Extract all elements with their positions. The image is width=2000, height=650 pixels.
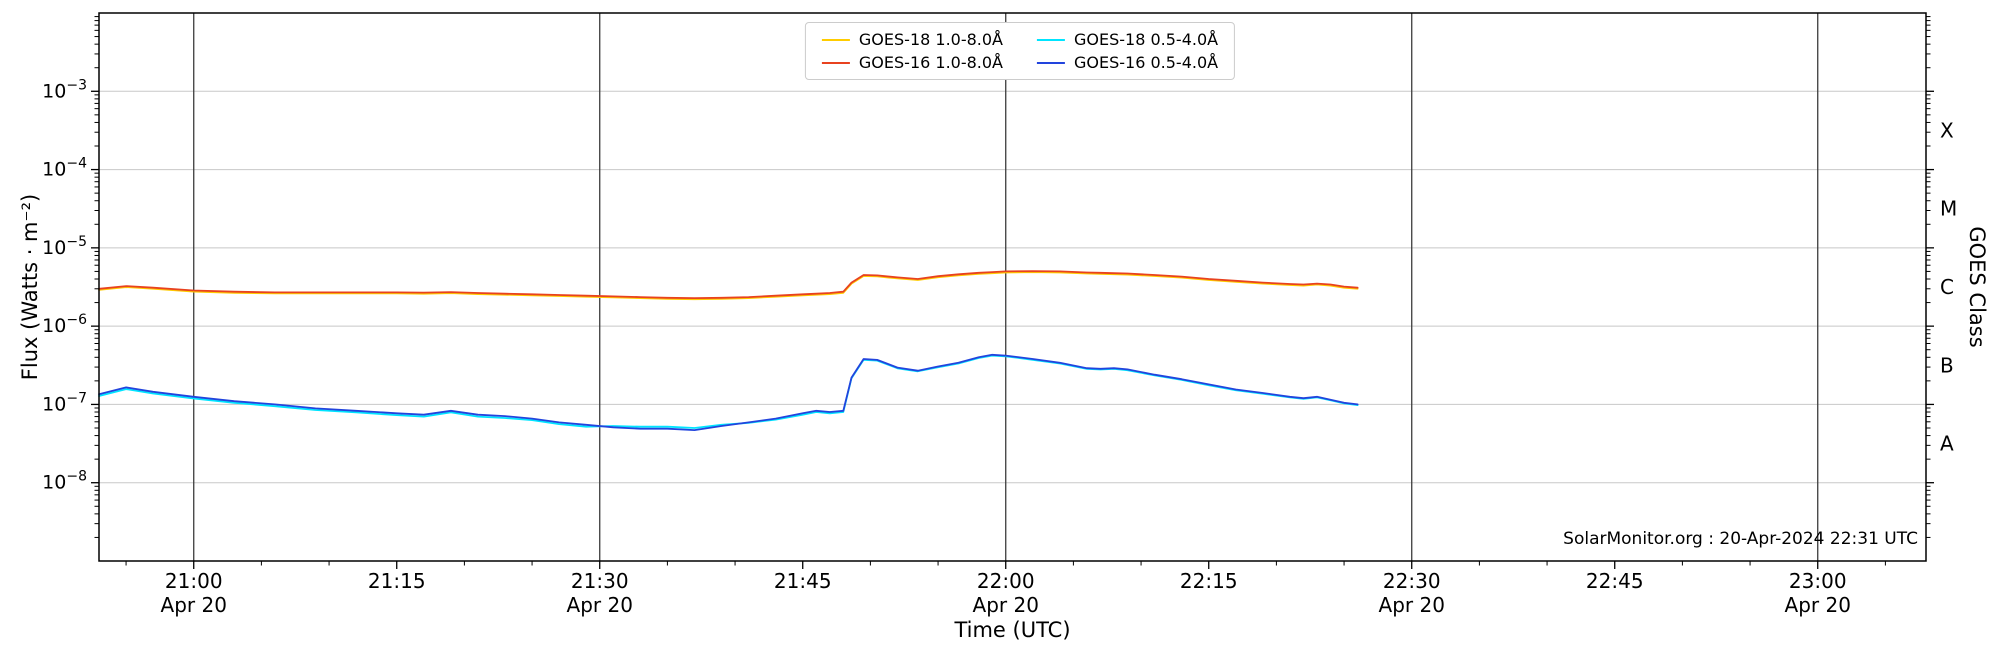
- x-tick-label: 21:15: [368, 569, 426, 593]
- series-goes-18-0-5-4-0-: [98, 354, 1359, 429]
- legend-item: GOES-18 0.5-4.0Å: [1037, 30, 1218, 49]
- legend-item: GOES-18 1.0-8.0Å: [821, 30, 1003, 49]
- legend-label: GOES-18 0.5-4.0Å: [1074, 30, 1219, 49]
- x-tick-label: 21:00: [165, 569, 223, 593]
- x-tick-sublabel: Apr 20: [973, 593, 1039, 617]
- goes-class-tick-label: A: [1940, 432, 1954, 456]
- y-tick-label: 10−4: [42, 156, 87, 181]
- y-tick-label: 10−5: [42, 234, 87, 259]
- goes-class-tick-label: B: [1940, 353, 1954, 377]
- legend-line-swatch: [1037, 61, 1065, 64]
- right-axis-label: GOES Class: [1965, 226, 1989, 348]
- watermark-text: SolarMonitor.org : 20-Apr-2024 22:31 UTC: [1563, 529, 1918, 549]
- y-tick-label: 10−8: [42, 469, 87, 494]
- legend-label: GOES-16 0.5-4.0Å: [1074, 53, 1219, 72]
- x-tick-sublabel: Apr 20: [1785, 593, 1851, 617]
- goes-class-tick-label: M: [1940, 197, 1957, 221]
- x-tick-sublabel: Apr 20: [161, 593, 227, 617]
- legend: GOES-18 1.0-8.0Å GOES-16 1.0-8.0Å GOES-18 …: [804, 22, 1236, 80]
- y-tick-label: 10−6: [42, 312, 87, 337]
- legend-label: GOES-18 1.0-8.0Å: [858, 30, 1003, 49]
- x-tick-label: 23:00: [1789, 569, 1847, 593]
- x-tick-label: 21:45: [774, 569, 832, 593]
- goes-class-tick-label: X: [1940, 118, 1954, 142]
- legend-item: GOES-16 0.5-4.0Å: [1037, 53, 1218, 72]
- goes-class-tick-label: C: [1940, 275, 1954, 299]
- series-goes-16-0-5-4-0-: [98, 353, 1359, 432]
- legend-line-swatch: [1037, 38, 1065, 41]
- x-tick-sublabel: Apr 20: [567, 593, 633, 617]
- legend-label: GOES-16 1.0-8.0Å: [858, 53, 1003, 72]
- series-goes-16-1-0-8-0-: [98, 270, 1359, 300]
- y-tick-label: 10−7: [42, 390, 87, 415]
- x-tick-label: 22:30: [1383, 569, 1441, 593]
- x-tick-label: 22:45: [1586, 569, 1644, 593]
- plot-border: [98, 12, 1927, 562]
- x-tick-label: 21:30: [571, 569, 629, 593]
- x-tick-label: 22:15: [1180, 569, 1238, 593]
- x-axis-label: Time (UTC): [954, 618, 1071, 642]
- legend-line-swatch: [821, 38, 850, 41]
- x-tick-sublabel: Apr 20: [1379, 593, 1445, 617]
- y-tick-label: 10−3: [42, 77, 87, 102]
- legend-item: GOES-16 1.0-8.0Å: [821, 53, 1003, 72]
- y-axis-label: Flux (Watts · m⁻²): [18, 193, 42, 381]
- legend-line-swatch: [821, 61, 850, 64]
- x-tick-label: 22:00: [977, 569, 1035, 593]
